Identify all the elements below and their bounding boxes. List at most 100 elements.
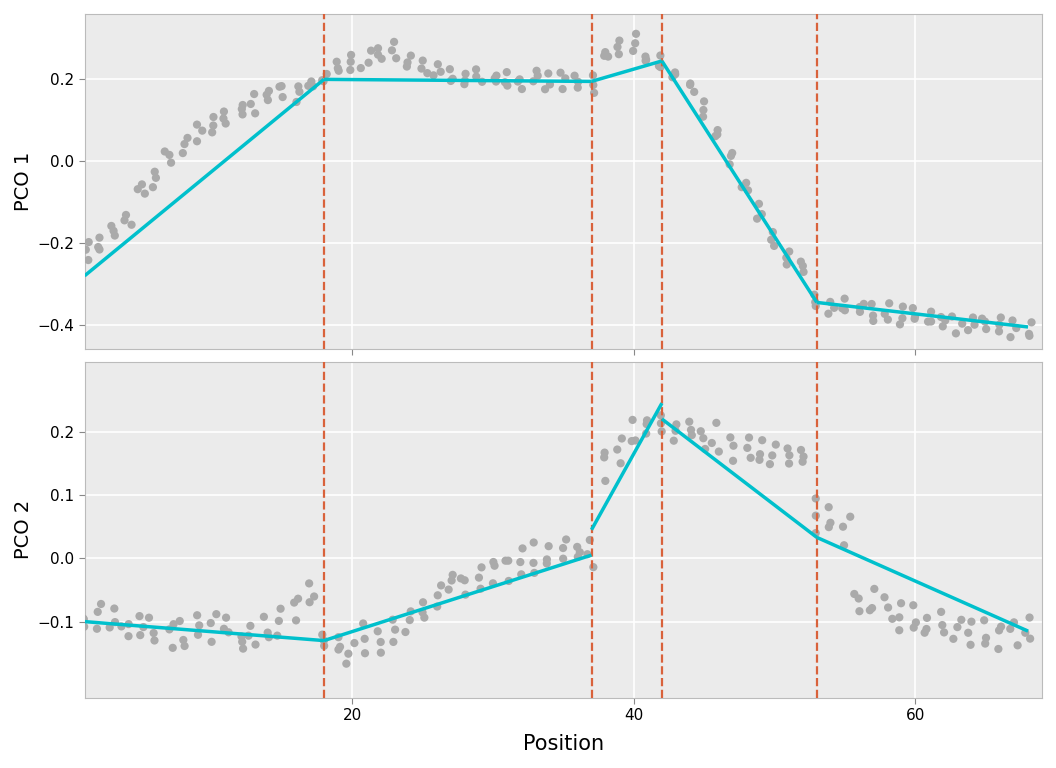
Point [528,65,545,77]
Point [906,311,923,323]
Point [863,298,880,310]
Point [234,108,251,121]
Point [964,311,981,323]
Point [666,68,683,81]
Point [579,548,596,561]
Point [218,611,234,624]
Point [331,631,347,644]
Point [542,78,559,91]
Point [962,639,979,651]
Point [107,230,124,242]
Point [739,184,756,197]
Point [497,554,514,567]
Point [488,69,505,81]
Point [978,323,995,335]
Point [821,521,837,533]
Point [725,439,742,452]
Point [778,258,795,270]
Point [101,621,118,634]
Point [920,316,937,328]
Point [569,541,586,553]
Point [1010,639,1026,651]
X-axis label: Position: Position [523,734,604,754]
Point [1007,322,1024,334]
Point [596,50,612,62]
Point [215,112,232,124]
Point [696,95,713,108]
Point [905,621,922,634]
Point [486,560,503,572]
Point [821,501,837,513]
Point [274,80,290,92]
Point [90,241,107,253]
Point [414,55,431,67]
Point [653,409,670,422]
Point [974,313,991,325]
Point [288,96,305,108]
Point [842,511,859,523]
Point [781,449,798,462]
Point [513,568,530,581]
Y-axis label: PCO 2: PCO 2 [14,500,33,559]
Point [851,605,868,617]
Point [557,72,573,84]
Point [304,80,321,92]
Point [765,226,781,238]
Point [721,158,738,170]
Point [399,56,416,68]
Point [724,455,741,467]
Point [509,75,526,88]
Point [440,584,457,596]
Point [778,252,795,264]
Point [147,166,164,178]
Point [316,634,333,647]
Point [355,617,372,630]
Point [386,624,403,636]
Point [611,35,628,47]
Point [954,317,970,329]
Point [807,492,824,505]
Point [891,611,908,624]
Point [654,425,671,438]
Point [525,536,542,548]
Point [932,311,949,323]
Point [822,296,838,308]
Point [120,630,137,642]
Point [779,442,796,455]
Point [124,219,140,231]
Point [953,614,969,626]
Point [161,149,177,161]
Point [247,638,264,650]
Point [189,118,206,131]
Point [220,626,237,638]
Point [932,606,949,618]
Point [233,631,250,643]
Point [136,187,153,200]
Point [120,618,137,631]
Point [525,75,542,88]
Point [880,601,897,614]
Point [444,574,460,587]
Point [682,424,699,436]
Point [742,452,759,464]
Point [107,616,124,628]
Point [653,417,670,429]
Point [733,181,750,194]
Point [190,629,207,641]
Point [585,79,602,91]
Point [795,451,812,463]
Point [627,435,644,447]
Point [102,220,119,232]
Point [385,636,402,648]
Point [261,631,278,644]
Point [683,429,700,442]
Point [398,61,415,73]
Point [456,74,473,87]
Point [597,446,614,458]
Point [501,574,517,587]
Point [766,240,782,252]
Point [287,614,304,627]
Point [665,435,682,447]
Point [496,76,513,88]
Point [275,91,291,103]
